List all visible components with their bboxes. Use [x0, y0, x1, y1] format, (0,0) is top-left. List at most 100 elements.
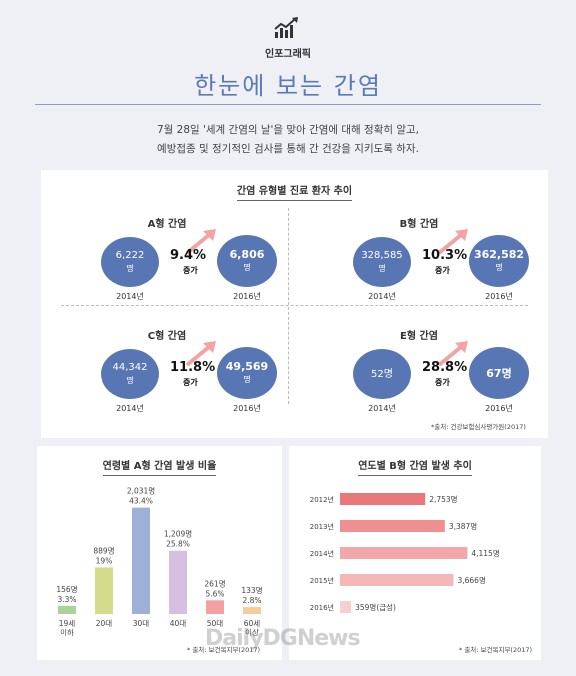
intro-line-1: 7월 28일 '세계 간염의 날'을 맞아 간염에 대해 정확히 알고, — [156, 124, 420, 136]
age-bar — [95, 567, 113, 614]
year-bar-value-label: 359명(급성) — [355, 602, 396, 612]
age-bar — [169, 550, 187, 614]
value-2016: 49,569 — [225, 360, 269, 373]
value-2014-unit: 명 — [126, 376, 134, 385]
patients-by-type-panel: 간염 유형별 진료 환자 추이 A형 간염 6,222 명 2014년 6,806 명 20… — [41, 170, 548, 438]
increase-label: 증가 — [435, 266, 450, 275]
intro-text: 7월 28일 '세계 간염의 날'을 맞아 간염에 대해 정확히 알고, 예방접… — [0, 121, 576, 159]
increase-percent: 10.3% — [422, 248, 468, 263]
age-bar — [132, 507, 150, 614]
value-2014-circle: 44,342 명 — [101, 349, 159, 399]
year-category-label: 2013년 — [310, 522, 334, 531]
value-2014-unit: 명 — [126, 264, 134, 273]
year-bar-value-label: 3,666명 — [457, 575, 485, 585]
value-2016: 6,806 — [229, 248, 265, 261]
year-2016-label: 2016년 — [233, 404, 261, 413]
quad-hepatitis-b: B형 간염 328,585 명 2014년 362,582 명 2016년 10.3% 증가 — [309, 215, 529, 310]
rising-chart-icon — [274, 17, 298, 38]
age-bar-percent-label: 5.6% — [205, 589, 224, 598]
page-title: 한눈에 보는 간염 — [194, 72, 382, 100]
age-bar-percent-label: 25.8% — [166, 540, 190, 549]
age-bar-count-label: 2,031명 — [127, 486, 155, 496]
age-category-label: 이상 — [245, 627, 259, 637]
intro-line-2: 예방접종 및 정기적인 검사를 통해 간 건강을 지키도록 하자. — [157, 143, 419, 155]
value-2016-circle: 6,806 명 — [217, 235, 277, 287]
age-bar — [206, 600, 224, 614]
age-category-label: 50대 — [207, 619, 224, 628]
year-bar — [340, 493, 426, 505]
year-2016-label: 2016년 — [233, 292, 261, 301]
quad-divider-horizontal — [61, 305, 528, 306]
value-2014: 328,585 — [361, 250, 403, 261]
quad-title: C형 간염 — [147, 331, 187, 342]
year-bar-value-label: 4,115명 — [471, 548, 499, 558]
age-chart-title: 연령별 A형 간염 발생 비율 — [37, 457, 282, 476]
value-2014: 52명 — [371, 368, 393, 380]
quad-title: B형 간염 — [399, 219, 439, 230]
age-bar-count-label: 1,209명 — [164, 529, 192, 539]
year-bar — [340, 520, 445, 532]
age-category-label: 30대 — [133, 619, 150, 628]
age-category-label: 이하 — [60, 627, 74, 637]
increase-label: 증가 — [183, 266, 198, 275]
value-2016: 67명 — [486, 366, 512, 380]
age-bar-count-label: 156명 — [56, 584, 77, 594]
age-bar-percent-label: 3.3% — [57, 595, 76, 604]
value-2014-circle: 6,222 명 — [101, 237, 159, 287]
value-2016-unit: 명 — [243, 263, 251, 272]
value-2014-unit: 명 — [378, 264, 386, 273]
increase-arrow-icon — [185, 229, 216, 255]
value-2016-circle: 49,569 명 — [217, 347, 277, 399]
year-2016-label: 2016년 — [485, 292, 513, 301]
patients-source: *출처: 건강보험심사평가원(2017) — [431, 423, 526, 431]
age-chart-panel: 연령별 A형 간염 발생 비율 156명 3.3% 19세 이하 889명 19% 20대 2… — [37, 446, 282, 660]
value-2014: 6,222 — [115, 250, 145, 261]
watermark: DailyDGNews — [205, 626, 361, 651]
increase-percent: 28.8% — [422, 360, 468, 375]
increase-percent: 11.8% — [170, 360, 216, 375]
year-2016-label: 2016년 — [485, 404, 513, 413]
age-bar-count-label: 889명 — [93, 545, 114, 555]
quad-title: A형 간염 — [147, 219, 187, 230]
kicker-label: 인포그래픽 — [265, 49, 311, 60]
quad-hepatitis-e: E형 간염 52명 2014년 67명 2016년 28.8% 증가 — [309, 327, 529, 422]
year-chart-source: * 출처: 보건복지부(2017) — [459, 646, 533, 654]
year-category-label: 2015년 — [310, 576, 334, 585]
value-2016-unit: 명 — [243, 375, 251, 384]
title-divider — [35, 104, 541, 105]
value-2016: 362,582 — [473, 248, 525, 261]
year-2014-label: 2014년 — [368, 292, 396, 301]
increase-label: 증가 — [435, 378, 450, 387]
age-category-label: 40대 — [170, 619, 187, 628]
year-2014-label: 2014년 — [368, 404, 396, 413]
age-category-label: 19세 — [59, 619, 76, 628]
age-bar-percent-label: 2.8% — [242, 596, 261, 605]
age-bar — [243, 607, 261, 614]
age-bar-count-label: 133명 — [241, 585, 262, 595]
year-bar-chart: 2012년 2,753명 2013년 3,387명 2014년 4,115명 2015년 3,… — [310, 493, 500, 613]
age-bar — [58, 605, 76, 614]
year-bar — [340, 601, 352, 613]
year-bar-value-label: 2,753명 — [429, 494, 457, 504]
increase-label: 증가 — [183, 378, 198, 387]
value-2016-circle: 67명 — [469, 347, 529, 399]
year-chart-panel: 연도별 B형 간염 발생 추이 2012년 2,753명 2013년 3,387명 20… — [289, 446, 541, 660]
value-2014-circle: 52명 — [353, 349, 411, 399]
year-bar — [340, 547, 468, 559]
value-2014-circle: 328,585 명 — [353, 237, 411, 287]
age-bar-count-label: 261명 — [204, 578, 225, 588]
increase-arrow-icon — [437, 341, 468, 367]
value-2014: 44,342 — [112, 362, 148, 373]
year-chart-title: 연도별 B형 간염 발생 추이 — [289, 457, 541, 476]
increase-percent: 9.4% — [170, 248, 207, 263]
year-category-label: 2012년 — [310, 495, 334, 504]
increase-arrow-icon — [437, 229, 468, 255]
age-category-label: 60세 — [244, 619, 261, 628]
age-bar-percent-label: 43.4% — [129, 497, 153, 506]
header: 인포그래픽 한눈에 보는 간염 7월 28일 '세계 간염의 날'을 맞아 간염… — [0, 0, 576, 160]
increase-arrow-icon — [185, 341, 216, 367]
age-category-label: 20대 — [96, 619, 113, 628]
patients-panel-title: 간염 유형별 진료 환자 추이 — [41, 182, 548, 201]
quad-title: E형 간염 — [400, 331, 438, 342]
